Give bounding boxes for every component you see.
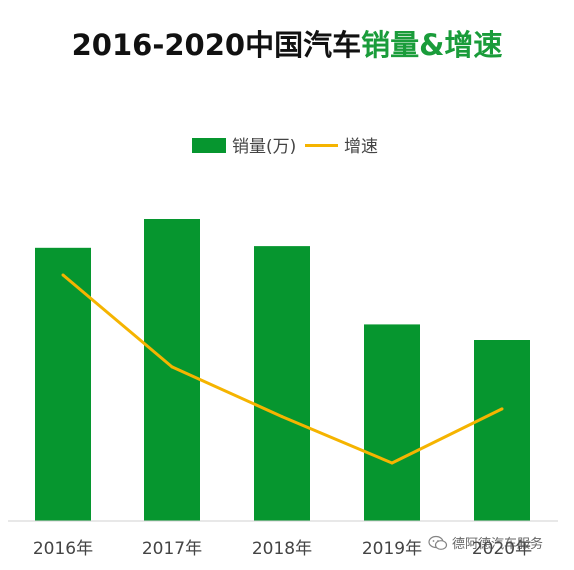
legend-line-label: 增速 — [344, 137, 378, 157]
legend-bar-swatch — [192, 138, 226, 153]
growth-point-2017年 — [170, 365, 174, 369]
bars-layer — [35, 219, 530, 522]
chart-title-main: 2016-2020中国汽车 — [71, 28, 362, 62]
growth-point-2019年 — [390, 461, 394, 465]
bar-2017年 — [144, 219, 200, 521]
x-tick-label: 2020年 — [472, 539, 532, 559]
watermark-text: 德阿德汽车服务 — [452, 537, 544, 552]
x-tick-label: 2016年 — [33, 539, 93, 559]
chart-title-accent: 销量&增速 — [361, 28, 503, 62]
growth-point-2020年 — [500, 407, 504, 411]
growth-point-2018年 — [280, 415, 284, 419]
wechat-icon — [428, 535, 448, 555]
bar-2018年 — [254, 246, 310, 521]
legend-bar-label: 销量(万) — [232, 137, 296, 157]
legend: 销量(万) 增速 — [192, 137, 378, 157]
line-layer — [61, 273, 504, 465]
x-tick-label: 2019年 — [362, 539, 422, 559]
bar-2016年 — [35, 247, 91, 522]
chart-title: 2016-2020中国汽车销量&增速 — [0, 22, 574, 64]
x-tick-label: 2017年 — [142, 539, 202, 559]
growth-point-2016年 — [61, 273, 65, 277]
bar-2020年 — [474, 340, 530, 521]
ticks-layer: 2016年 2017年 2018年 2019年 2020年 — [33, 539, 532, 559]
bar-2019年 — [364, 324, 420, 521]
watermark: 德阿德汽车服务 — [428, 533, 543, 555]
x-tick-label: 2018年 — [252, 539, 312, 559]
